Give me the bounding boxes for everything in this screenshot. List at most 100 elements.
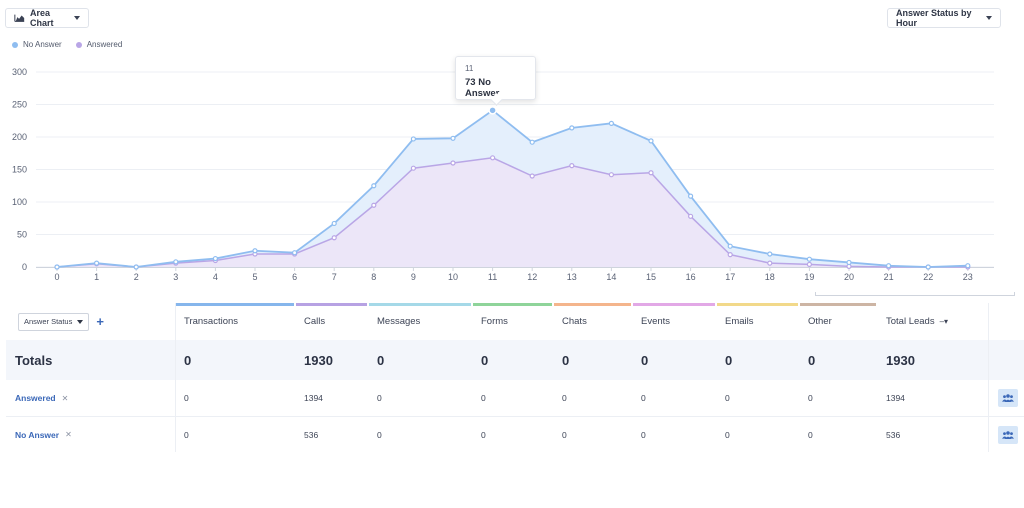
point-no-answer (212, 255, 218, 262)
y-tick-label: 200 (12, 132, 27, 142)
point-no-answer (292, 250, 298, 256)
table-header-row: Answer Status + Transactions Calls Message… (6, 303, 1024, 340)
x-tick-label: 16 (686, 272, 696, 282)
legend-label-no-answer: No Answer (23, 40, 62, 49)
point-no-answer (648, 138, 654, 144)
point-no-answer (93, 260, 100, 266)
total-cell: 0 (562, 352, 570, 368)
line-no-answer (56, 109, 968, 268)
column-color-bar (554, 303, 631, 306)
point-no-answer (687, 193, 694, 199)
table-cell: 0 (562, 393, 567, 403)
point-answered (767, 260, 773, 266)
table-cell: 0 (184, 393, 189, 403)
legend-dot-no-answer (12, 41, 18, 48)
point-no-answer (252, 248, 258, 254)
point-no-answer (371, 183, 377, 189)
x-tick-label: 3 (173, 272, 178, 282)
y-tick-label: 150 (12, 165, 27, 175)
table-cell: 0 (377, 393, 382, 403)
people-icon (1002, 431, 1014, 439)
y-tick-label: 250 (12, 100, 27, 110)
area-chart-icon (14, 14, 25, 22)
column-header[interactable]: Forms (472, 303, 553, 340)
column-header[interactable]: Total Leads –▾ (877, 303, 988, 340)
totals-row: Totals 0 1930 0 0 0 0 0 0 1930 (6, 340, 1024, 380)
remove-icon[interactable]: ✕ (61, 393, 69, 403)
x-tick-label: 17 (725, 272, 735, 282)
point-answered (331, 235, 337, 241)
column-header-label: Messages (377, 316, 421, 327)
x-tick-label: 20 (844, 272, 854, 282)
area-answered (57, 157, 968, 267)
y-tick-label: 0 (22, 262, 27, 272)
tooltip-value: 73 No Answer (465, 77, 500, 99)
row-link-answered[interactable]: Answered (15, 393, 56, 403)
x-tick-label: 15 (646, 272, 656, 282)
column-header[interactable]: Calls (295, 303, 368, 340)
point-no-answer (450, 135, 456, 141)
column-divider (988, 303, 989, 452)
column-header-label: Calls (304, 316, 326, 327)
column-header[interactable]: Emails (716, 303, 799, 340)
add-filter-button[interactable]: + (96, 314, 104, 329)
table-cell: 1394 (304, 393, 323, 403)
chevron-down-icon (77, 319, 84, 324)
point-answered (490, 155, 496, 161)
table-cell: 0 (184, 429, 189, 440)
point-no-answer (846, 259, 852, 266)
column-color-bar (717, 303, 798, 306)
sort-icon[interactable]: –▾ (939, 317, 949, 326)
point-no-answer (767, 251, 773, 257)
x-tick-label: 0 (54, 272, 59, 282)
report-dropdown[interactable]: Answer Status by Hour (887, 8, 1001, 28)
point-answered (687, 213, 694, 219)
total-cell: 0 (641, 352, 649, 368)
column-color-bar (473, 303, 552, 306)
x-tick-label: 21 (884, 272, 894, 282)
answer-status-select[interactable]: Answer Status (18, 312, 90, 331)
scrollbar-track[interactable] (815, 292, 1015, 296)
legend-item-no-answer[interactable]: No Answer (12, 40, 62, 49)
remove-icon[interactable]: ✕ (65, 430, 72, 439)
point-no-answer (410, 136, 416, 142)
y-tick-label: 100 (12, 197, 27, 207)
answer-status-label: Answer Status (24, 317, 73, 326)
total-cell: 1930 (886, 352, 915, 368)
row-link-no-answer[interactable]: No Answer (15, 429, 60, 440)
point-no-answer (54, 264, 60, 270)
column-header[interactable]: Chats (553, 303, 632, 340)
table-cell: 536 (304, 429, 319, 440)
total-cell: 0 (725, 352, 733, 368)
total-cell: 0 (481, 352, 489, 368)
x-tick-label: 4 (213, 272, 218, 282)
point-no-answer (173, 259, 179, 265)
contacts-button[interactable] (998, 426, 1018, 444)
point-answered (529, 173, 535, 179)
x-tick-label: 7 (332, 272, 337, 282)
point-no-answer (133, 264, 139, 270)
table-cell: 0 (562, 429, 567, 440)
point-answered (410, 165, 416, 171)
column-header-label: Chats (562, 316, 587, 327)
point-no-answer (965, 263, 971, 269)
legend-label-answered: Answered (86, 40, 123, 49)
legend-item-answered[interactable]: Answered (75, 40, 123, 49)
total-cell: 0 (184, 352, 192, 368)
column-header[interactable]: Events (632, 303, 716, 340)
contacts-button[interactable] (998, 389, 1018, 407)
column-header[interactable]: Transactions (175, 303, 295, 340)
column-header[interactable]: Messages (368, 303, 472, 340)
point-no-answer (529, 139, 535, 145)
table-cell: 0 (808, 429, 813, 440)
point-no-answer (925, 264, 931, 270)
point-answered (806, 261, 813, 267)
point-answered (371, 202, 377, 208)
line-answered (56, 157, 968, 268)
column-header-label: Other (808, 316, 832, 327)
column-header[interactable]: Other (799, 303, 877, 340)
chart-type-dropdown[interactable]: Area Chart (5, 8, 89, 28)
tooltip-hour: 11 (465, 64, 474, 73)
column-divider (175, 303, 176, 452)
